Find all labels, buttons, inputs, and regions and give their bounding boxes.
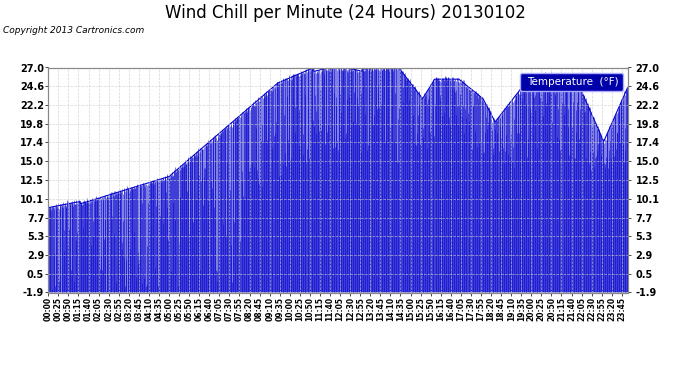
Text: Wind Chill per Minute (24 Hours) 20130102: Wind Chill per Minute (24 Hours) 2013010… [164,4,526,22]
Legend: Temperature  (°F): Temperature (°F) [520,73,622,91]
Text: Copyright 2013 Cartronics.com: Copyright 2013 Cartronics.com [3,26,145,35]
